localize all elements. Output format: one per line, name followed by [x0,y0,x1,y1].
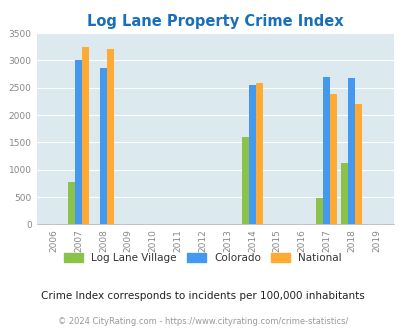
Text: Crime Index corresponds to incidents per 100,000 inhabitants: Crime Index corresponds to incidents per… [41,291,364,301]
Bar [322,77,330,224]
Bar [330,94,337,224]
Bar [248,85,255,224]
Bar [107,49,114,224]
Bar [68,182,75,224]
Text: © 2024 CityRating.com - https://www.cityrating.com/crime-statistics/: © 2024 CityRating.com - https://www.city… [58,317,347,326]
Bar [241,137,248,224]
Bar [255,83,262,224]
Bar [100,68,107,224]
Bar [82,47,89,224]
Title: Log Lane Property Crime Index: Log Lane Property Crime Index [87,14,343,29]
Bar [315,198,322,224]
Bar [340,163,347,224]
Bar [75,60,82,224]
Bar [347,79,354,224]
Legend: Log Lane Village, Colorado, National: Log Lane Village, Colorado, National [60,248,345,267]
Bar [354,104,361,224]
